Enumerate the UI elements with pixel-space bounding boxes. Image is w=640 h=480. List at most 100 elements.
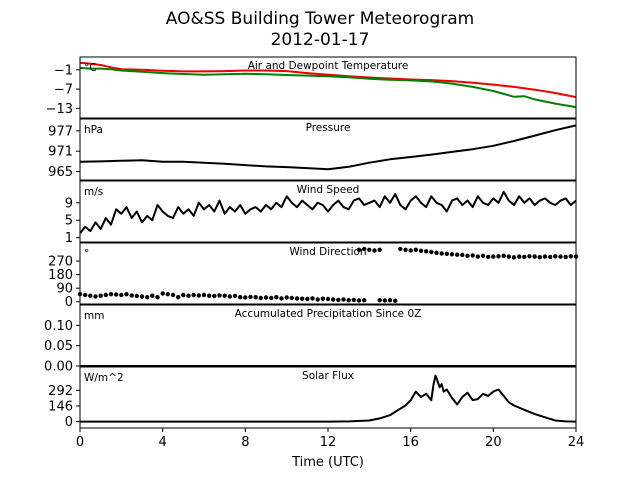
wind-direction-point [217,293,222,298]
wind-direction-point [470,253,475,258]
wind-direction-point [393,298,398,303]
wind-direction-point [553,254,558,259]
x-tick-label: 12 [320,435,337,450]
panel-unit: W/m^2 [84,372,124,384]
wind-direction-point [558,254,563,259]
wind-direction-point [145,295,150,300]
wind-direction-point [372,248,377,253]
x-tick-label: 4 [159,435,167,450]
wind-direction-point [532,254,537,259]
wind-direction-point [243,295,248,300]
wind-direction-point [160,291,165,296]
wind-direction-point [300,296,305,301]
wind-direction-point [496,254,501,259]
wind-direction-point [88,293,93,298]
wind-direction-point [181,292,186,298]
panel-title: Solar Flux [302,370,354,382]
y-tick-label: 0.05 [44,339,73,354]
y-tick-label: 90 [56,282,73,297]
panel-frame [79,118,577,181]
wind-direction-point [424,249,429,254]
panel-unit: hPa [84,124,103,136]
wind-direction-point [83,292,88,298]
wind-direction-point [212,293,217,299]
wind-direction-point [444,251,449,256]
y-tick-label: 1 [65,231,73,246]
wind-direction-point [294,296,300,301]
wind-direction-point [129,293,134,298]
panel-frame [79,242,577,305]
wind-direction-point [351,297,356,303]
wind-direction-point [341,297,346,302]
wind-direction-point [527,254,532,259]
wind-direction-point [227,294,232,299]
y-tick-label: 0.10 [44,319,73,334]
wind-direction-point [563,254,568,260]
wind-direction-point [98,293,103,298]
wind-direction-point [315,297,320,302]
wind-direction-point [486,254,491,260]
wind-direction-point [263,295,269,300]
panel-unit: mm [84,310,104,322]
wind-direction-point [150,293,155,298]
x-axis-label: Time (UTC) [291,455,364,470]
wind-direction-point [387,298,393,303]
series-line-1 [80,374,577,423]
wind-direction-point [155,295,160,300]
panel-frame [79,304,577,367]
wind-direction-point [501,253,506,258]
panel-unit: °C [84,62,97,74]
wind-direction-point [284,295,289,300]
wind-direction-point [305,296,310,302]
panel-title: Wind Speed [297,184,360,196]
panel-unit: ° [84,248,89,260]
wind-direction-point [548,254,553,260]
wind-direction-point [289,295,294,301]
panel-title: Accumulated Precipitation Since 0Z [235,308,422,320]
wind-direction-point [542,254,548,259]
x-tick-label: 0 [76,435,84,450]
wind-direction-point [103,292,109,298]
panel-5: 0.10 0.05 0.00 mm Accumulated Precipitation … [44,304,577,375]
panel-frame [79,180,577,243]
wind-direction-point [207,293,212,298]
wind-direction-point [537,255,542,260]
y-tick-label: 0 [65,415,73,430]
wind-direction-point [356,247,362,252]
wind-direction-point [475,254,480,259]
wind-direction-point [413,247,418,252]
wind-direction-point [93,294,98,299]
wind-direction-point [222,293,227,298]
wind-direction-point [201,292,207,298]
y-tick-label: 292 [48,384,73,399]
panel-title: Wind Direction [289,246,366,258]
y-tick-label: 965 [48,165,73,180]
wind-direction-point [418,248,424,253]
y-tick-label: 146 [48,399,73,414]
wind-direction-point [258,295,263,301]
wind-direction-point [455,252,460,257]
wind-direction-point [331,297,336,302]
wind-direction-point [325,296,331,302]
y-tick-label: 0.00 [44,360,73,375]
panel-title: Air and Dewpoint Temperature [248,60,409,72]
wind-direction-point [346,298,351,303]
wind-direction-point [491,254,496,259]
wind-direction-point [439,251,444,256]
series-line-1 [79,190,577,234]
series-line-1 [79,124,577,171]
wind-direction-point [480,253,486,258]
panel-2: 977 971 965 hPa Pressure [48,118,577,181]
panel-title: Pressure [306,122,351,134]
wind-direction-point [408,248,413,253]
wind-direction-point [253,295,258,300]
wind-direction-point [196,293,201,298]
wind-direction-point [170,292,176,298]
wind-direction-point [511,255,517,260]
y-tick-label: 180 [48,268,73,283]
x-tick-label: 8 [241,435,249,450]
wind-direction-point [269,295,274,301]
